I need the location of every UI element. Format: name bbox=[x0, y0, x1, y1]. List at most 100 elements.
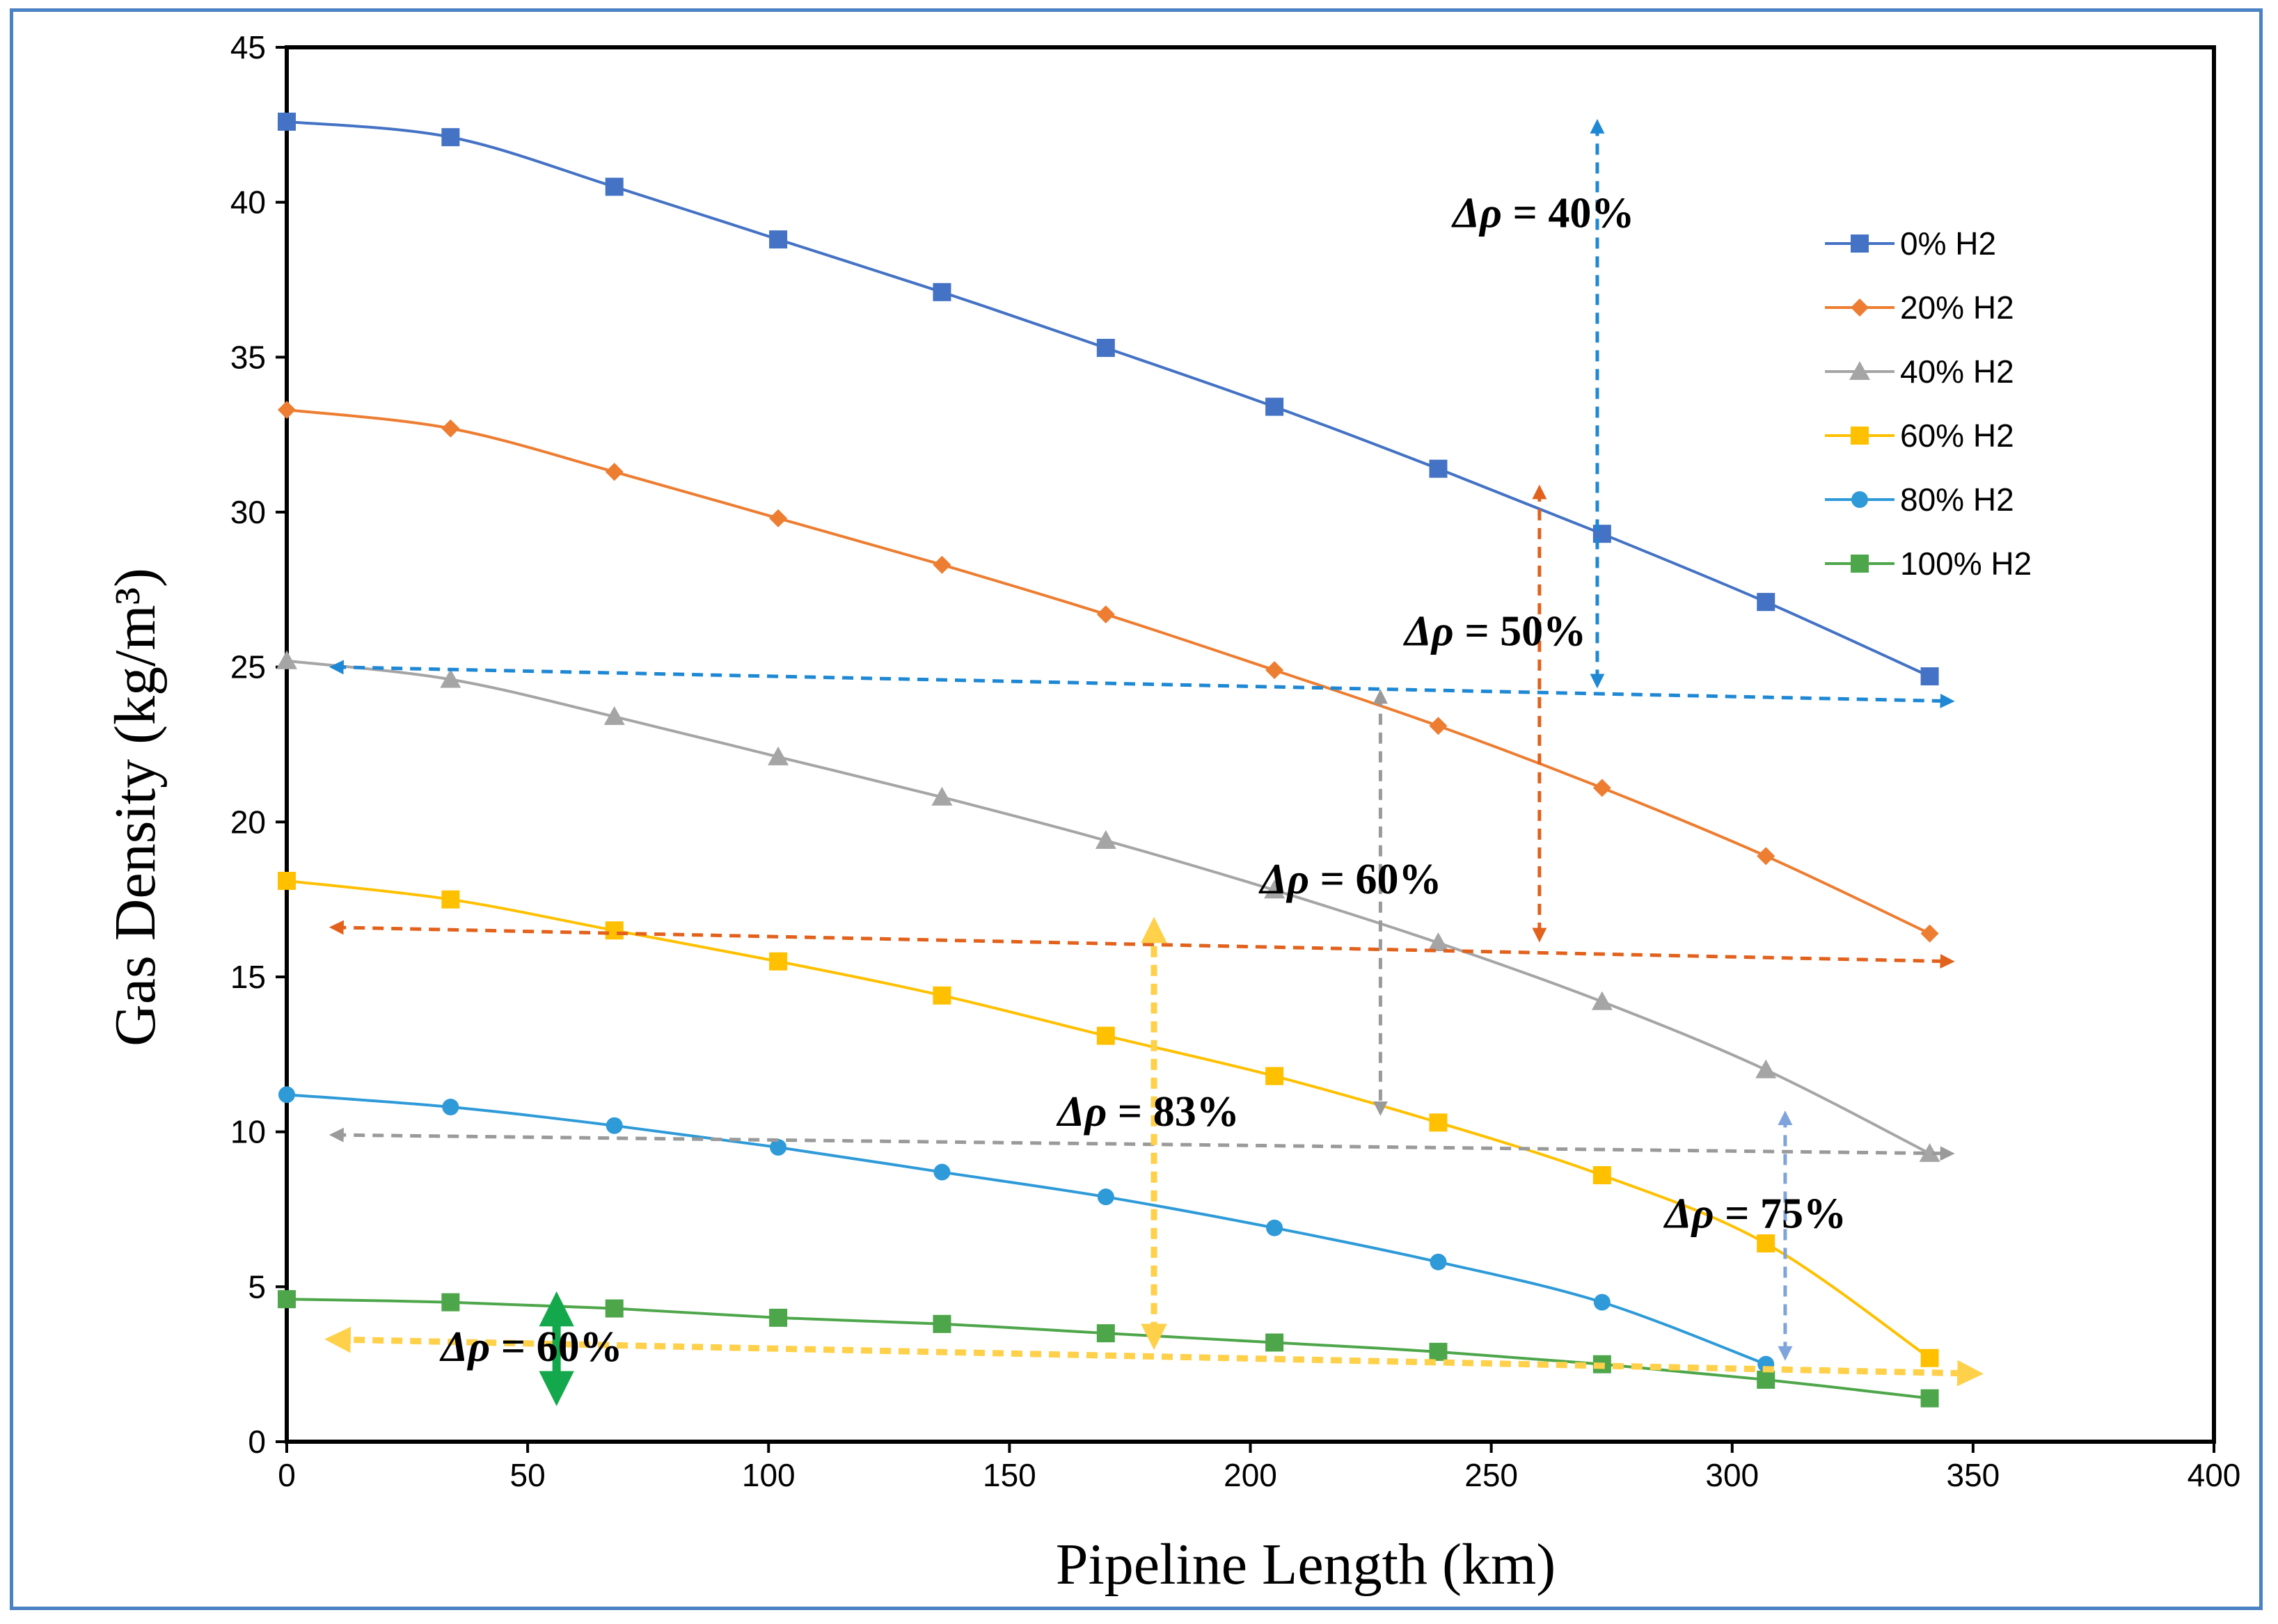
legend-entry: 20% H2 bbox=[1825, 289, 2014, 326]
data-point bbox=[1265, 1333, 1284, 1352]
data-point bbox=[933, 986, 951, 1005]
data-point bbox=[278, 401, 296, 420]
annotation-3: Δρ = 83% bbox=[324, 916, 1984, 1387]
legend-label: 20% H2 bbox=[1900, 289, 2014, 326]
annotation-value: = 40% bbox=[1502, 189, 1634, 237]
annotation-4: Δρ = 75% bbox=[1663, 1110, 1846, 1361]
legend-marker bbox=[1851, 427, 1869, 445]
legend-label: 80% H2 bbox=[1900, 481, 2014, 518]
x-tick-label: 250 bbox=[1464, 1457, 1518, 1493]
data-point bbox=[1920, 1389, 1939, 1408]
y-axis-title: Gas Density (kg/m³) bbox=[103, 568, 168, 1046]
x-tick-label: 200 bbox=[1224, 1457, 1277, 1493]
x-tick-label: 0 bbox=[278, 1457, 296, 1493]
annotation-value: = 50% bbox=[1454, 607, 1586, 655]
legend-entry: 60% H2 bbox=[1825, 417, 2014, 454]
data-point bbox=[441, 890, 460, 909]
x-tick-label: 50 bbox=[510, 1457, 546, 1493]
data-point bbox=[1920, 1348, 1939, 1367]
legend-marker bbox=[1851, 555, 1869, 573]
x-tick-label: 100 bbox=[742, 1457, 796, 1493]
legend-marker bbox=[1849, 361, 1870, 380]
data-point bbox=[605, 177, 624, 196]
annotation-value: = 83% bbox=[1107, 1088, 1239, 1136]
annotation-label: Δρ = 40% bbox=[1450, 189, 1634, 237]
data-point bbox=[1757, 593, 1775, 612]
data-point bbox=[278, 1086, 295, 1104]
data-point bbox=[1591, 991, 1613, 1010]
annotation-symbol: Δρ bbox=[1663, 1191, 1714, 1238]
x-axis-title: Pipeline Length (km) bbox=[1056, 1532, 1556, 1597]
annotation-horizontal-arrow bbox=[329, 920, 1955, 969]
annotation-symbol: Δρ bbox=[1450, 189, 1502, 237]
annotation-symbol: Δρ bbox=[1258, 856, 1309, 903]
annotation-label: Δρ = 50% bbox=[1402, 607, 1586, 655]
annotation-2: Δρ = 60% bbox=[329, 689, 1955, 1161]
data-point bbox=[931, 786, 953, 806]
data-point bbox=[605, 1299, 624, 1318]
series-40-h2 bbox=[276, 650, 1940, 1162]
series-line bbox=[286, 659, 1931, 1155]
data-point bbox=[1757, 1370, 1775, 1389]
annotation-value: = 60% bbox=[490, 1323, 622, 1371]
annotation-label: Δρ = 83% bbox=[1056, 1088, 1240, 1136]
data-point bbox=[1757, 847, 1775, 866]
data-point bbox=[1755, 1059, 1777, 1078]
x-tick-label: 350 bbox=[1947, 1457, 2000, 1493]
data-point bbox=[1429, 1342, 1448, 1361]
annotation-label: Δρ = 60% bbox=[1258, 856, 1441, 903]
annotation-horizontal-arrow bbox=[324, 1326, 1984, 1387]
annotation-symbol: Δρ bbox=[1056, 1088, 1107, 1136]
data-point bbox=[933, 1163, 951, 1181]
series-line bbox=[286, 1093, 1766, 1366]
data-point bbox=[1429, 459, 1448, 478]
legend-label: 0% H2 bbox=[1900, 225, 1996, 262]
data-point bbox=[1266, 1219, 1283, 1236]
legend-entry: 100% H2 bbox=[1825, 546, 2032, 582]
data-point bbox=[769, 230, 788, 249]
y-tick-label: 45 bbox=[230, 29, 266, 65]
data-point bbox=[933, 555, 951, 574]
legend-label: 60% H2 bbox=[1900, 417, 2014, 454]
x-tick-label: 150 bbox=[983, 1457, 1036, 1493]
data-point bbox=[769, 509, 788, 527]
data-point bbox=[1920, 667, 1939, 686]
annotation-0: Δρ = 40% bbox=[329, 118, 1955, 708]
data-point bbox=[1757, 1234, 1775, 1252]
data-point bbox=[1920, 924, 1939, 943]
data-point bbox=[1265, 1067, 1284, 1085]
y-tick-label: 35 bbox=[230, 339, 266, 375]
annotation-label: Δρ = 60% bbox=[439, 1323, 623, 1371]
data-point bbox=[1096, 1026, 1115, 1045]
data-point bbox=[278, 1290, 296, 1309]
y-tick-label: 25 bbox=[230, 649, 266, 685]
data-point bbox=[1430, 1253, 1447, 1271]
annotation-symbol: Δρ bbox=[439, 1323, 491, 1371]
data-point bbox=[1265, 661, 1284, 680]
data-point bbox=[441, 1293, 460, 1312]
legend-label: 100% H2 bbox=[1900, 546, 2032, 582]
data-point bbox=[1429, 717, 1448, 735]
legend-entry: 0% H2 bbox=[1825, 225, 1996, 262]
data-point bbox=[606, 1117, 623, 1134]
data-point bbox=[441, 128, 460, 147]
y-tick-label: 30 bbox=[230, 494, 266, 530]
data-point bbox=[933, 282, 951, 301]
data-point bbox=[441, 419, 460, 438]
data-point bbox=[605, 921, 624, 940]
data-point bbox=[1096, 605, 1115, 623]
data-point bbox=[1593, 1293, 1611, 1311]
data-point bbox=[603, 706, 625, 725]
data-point bbox=[1095, 830, 1116, 850]
data-point bbox=[769, 952, 788, 971]
annotation-5: Δρ = 60% bbox=[439, 1291, 623, 1406]
data-point bbox=[1592, 1166, 1611, 1185]
data-point bbox=[605, 463, 624, 481]
data-point bbox=[1429, 1113, 1448, 1132]
legend-marker bbox=[1851, 298, 1869, 317]
annotation-1: Δρ = 50% bbox=[329, 484, 1955, 969]
y-tick-label: 40 bbox=[230, 184, 266, 221]
legend-entry: 40% H2 bbox=[1825, 353, 2014, 390]
legend-marker bbox=[1851, 234, 1869, 253]
